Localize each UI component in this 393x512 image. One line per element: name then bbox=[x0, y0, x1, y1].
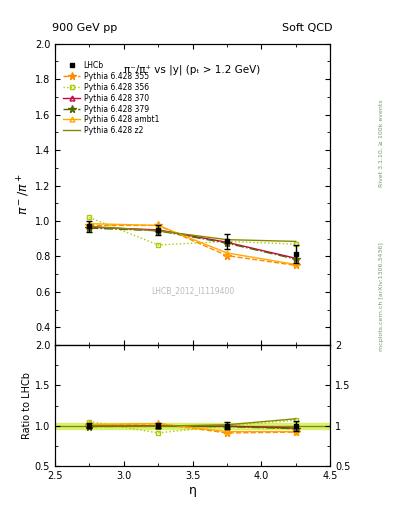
Text: Rivet 3.1.10, ≥ 100k events: Rivet 3.1.10, ≥ 100k events bbox=[379, 99, 384, 187]
Text: π⁻/π⁺ vs |y| (pₜ > 1.2 GeV): π⁻/π⁺ vs |y| (pₜ > 1.2 GeV) bbox=[125, 65, 261, 75]
Legend: LHCb, Pythia 6.428 355, Pythia 6.428 356, Pythia 6.428 370, Pythia 6.428 379, Py: LHCb, Pythia 6.428 355, Pythia 6.428 356… bbox=[62, 59, 161, 137]
Text: mcplots.cern.ch [arXiv:1306.3436]: mcplots.cern.ch [arXiv:1306.3436] bbox=[379, 243, 384, 351]
Text: Soft QCD: Soft QCD bbox=[283, 23, 333, 33]
X-axis label: η: η bbox=[189, 483, 196, 497]
Text: 900 GeV pp: 900 GeV pp bbox=[52, 23, 118, 33]
Y-axis label: Ratio to LHCb: Ratio to LHCb bbox=[22, 372, 32, 439]
Y-axis label: $\pi^-/\pi^+$: $\pi^-/\pi^+$ bbox=[16, 174, 32, 215]
Text: LHCB_2012_I1119400: LHCB_2012_I1119400 bbox=[151, 286, 234, 295]
